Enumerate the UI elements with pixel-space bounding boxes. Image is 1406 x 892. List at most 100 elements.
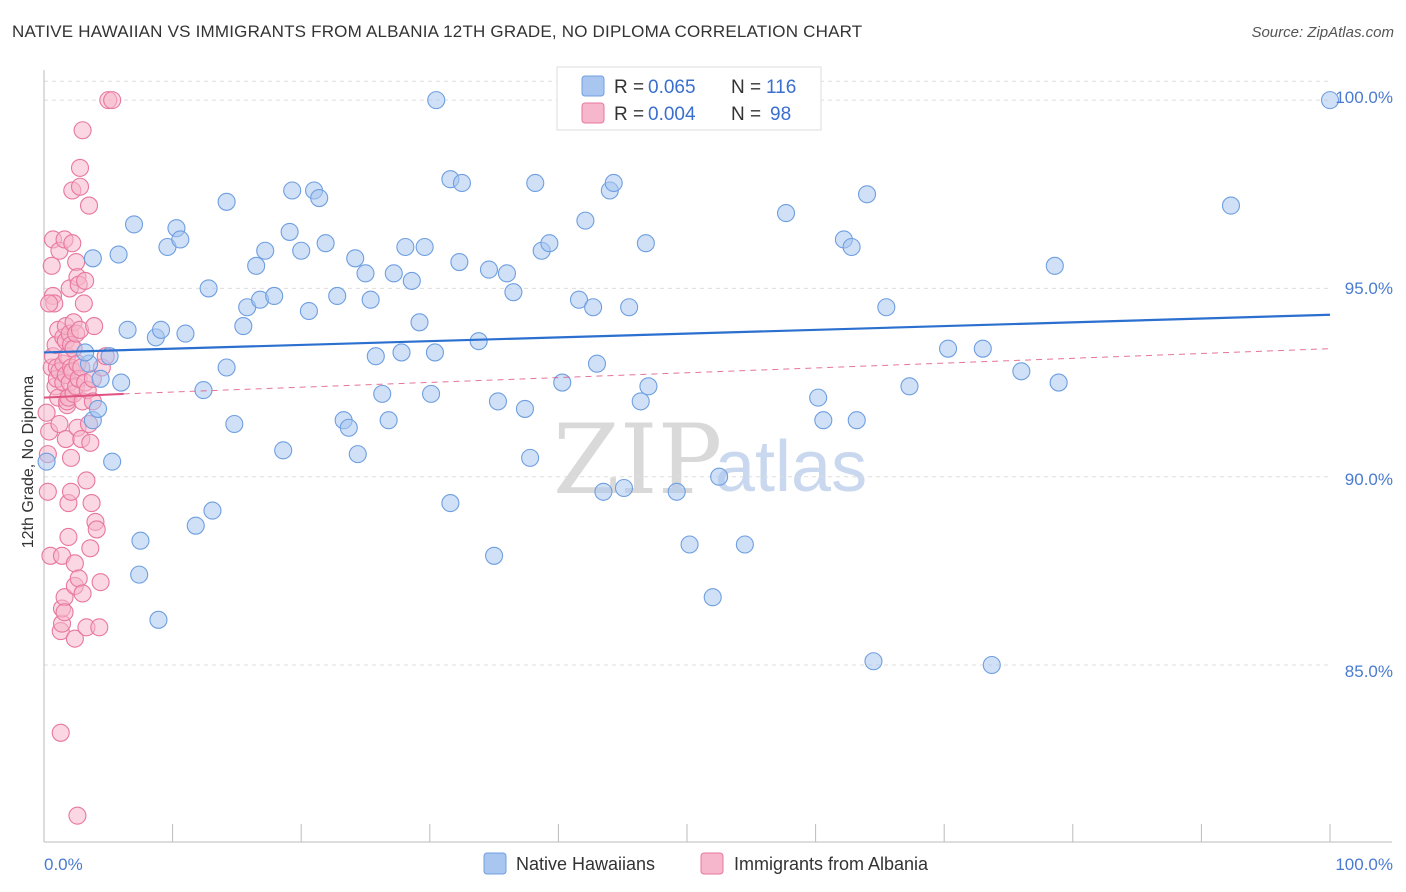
data-point xyxy=(74,294,93,313)
data-point xyxy=(63,234,82,253)
data-point xyxy=(379,411,398,430)
data-point xyxy=(103,452,122,471)
data-point xyxy=(225,414,244,434)
watermark-atlas: atlas xyxy=(715,427,867,507)
data-point xyxy=(614,478,634,498)
data-point xyxy=(316,234,335,253)
data-point xyxy=(384,264,403,283)
data-point xyxy=(50,414,69,434)
data-point xyxy=(497,264,517,283)
data-point xyxy=(422,384,441,403)
data-point xyxy=(283,181,302,200)
data-point xyxy=(38,482,57,501)
data-point xyxy=(402,271,421,290)
data-point xyxy=(842,237,861,257)
data-point xyxy=(61,482,81,501)
data-point xyxy=(410,313,429,332)
data-point xyxy=(59,527,78,547)
legend-bottom: Native Hawaiians Immigrants from Albania xyxy=(483,852,929,875)
series-immigrants-from-albania xyxy=(37,91,122,825)
data-point xyxy=(40,294,59,313)
data-point xyxy=(631,392,650,411)
legend-swatch-blue xyxy=(581,75,605,97)
data-point xyxy=(90,618,109,637)
data-point xyxy=(256,241,275,260)
data-point xyxy=(109,245,128,264)
data-point xyxy=(112,373,131,392)
data-point xyxy=(847,411,866,430)
data-point xyxy=(100,347,119,366)
data-point xyxy=(339,418,358,437)
data-point xyxy=(299,301,318,321)
legend-bottom-label-blue: Native Hawaiians xyxy=(516,854,655,874)
data-point xyxy=(373,384,392,403)
data-point xyxy=(87,520,106,539)
data-point xyxy=(515,399,535,418)
data-point xyxy=(217,358,236,377)
data-point xyxy=(620,298,639,317)
data-point xyxy=(82,494,101,513)
data-point xyxy=(79,196,99,215)
trend-line-native-hawaiians xyxy=(43,313,1331,354)
data-point xyxy=(85,317,104,336)
legend-r-label-1: R = xyxy=(614,77,644,98)
trend-line-albania-dashed xyxy=(123,348,1331,395)
data-point xyxy=(83,249,102,268)
data-point xyxy=(982,655,1001,675)
data-point xyxy=(488,392,508,411)
data-point xyxy=(76,271,95,290)
legend-bottom-label-pink: Immigrants from Albania xyxy=(734,854,929,874)
y-axis-label: 12th Grade, No Diploma xyxy=(20,376,37,549)
data-point xyxy=(265,286,284,306)
data-point xyxy=(361,290,380,309)
data-point xyxy=(151,320,171,339)
data-point xyxy=(346,249,365,268)
data-point xyxy=(328,286,347,306)
chart-title: NATIVE HAWAIIAN VS IMMIGRANTS FROM ALBAN… xyxy=(12,22,863,41)
data-point xyxy=(703,588,722,607)
data-point xyxy=(310,188,329,208)
data-point xyxy=(864,652,883,671)
data-point xyxy=(171,230,190,249)
data-point xyxy=(366,347,385,366)
legend-r-label-2: R = xyxy=(614,104,644,125)
data-point xyxy=(857,185,877,204)
legend-n-value-1: 116 xyxy=(766,77,796,98)
chart-source: Source: ZipAtlas.com xyxy=(1251,24,1394,41)
data-point xyxy=(149,610,168,629)
trend-line-albania-solid xyxy=(43,392,124,399)
data-point xyxy=(425,343,444,362)
data-point xyxy=(356,264,375,283)
legend-n-value-2: 98 xyxy=(770,104,791,125)
legend-bottom-swatch-blue xyxy=(483,852,507,875)
data-point xyxy=(199,279,218,298)
data-point xyxy=(576,211,595,230)
series-native-hawaiians xyxy=(37,91,1340,675)
data-point xyxy=(594,482,613,501)
y-tick-label-85: 85.0% xyxy=(1345,662,1393,681)
data-point xyxy=(81,539,100,558)
data-point xyxy=(70,177,90,196)
data-point xyxy=(73,121,92,140)
legend-swatch-pink xyxy=(581,102,605,124)
data-point xyxy=(569,290,589,309)
trend-lines xyxy=(43,313,1331,399)
data-point xyxy=(639,377,658,396)
data-point xyxy=(61,448,81,467)
data-point xyxy=(680,535,699,554)
data-point xyxy=(450,253,469,272)
data-point xyxy=(710,467,729,486)
legend-top: R = 0.065 N = 116 R = 0.004 N = 98 xyxy=(556,66,822,131)
data-point xyxy=(42,256,61,275)
data-point xyxy=(415,237,434,257)
data-point xyxy=(280,222,299,241)
data-point xyxy=(636,234,655,253)
data-point xyxy=(176,324,195,343)
data-point xyxy=(68,806,87,825)
data-point xyxy=(392,343,411,362)
data-point xyxy=(103,91,122,110)
data-point xyxy=(521,448,540,467)
legend-bottom-swatch-pink xyxy=(700,852,724,875)
data-point xyxy=(292,241,311,260)
data-point xyxy=(427,91,446,110)
